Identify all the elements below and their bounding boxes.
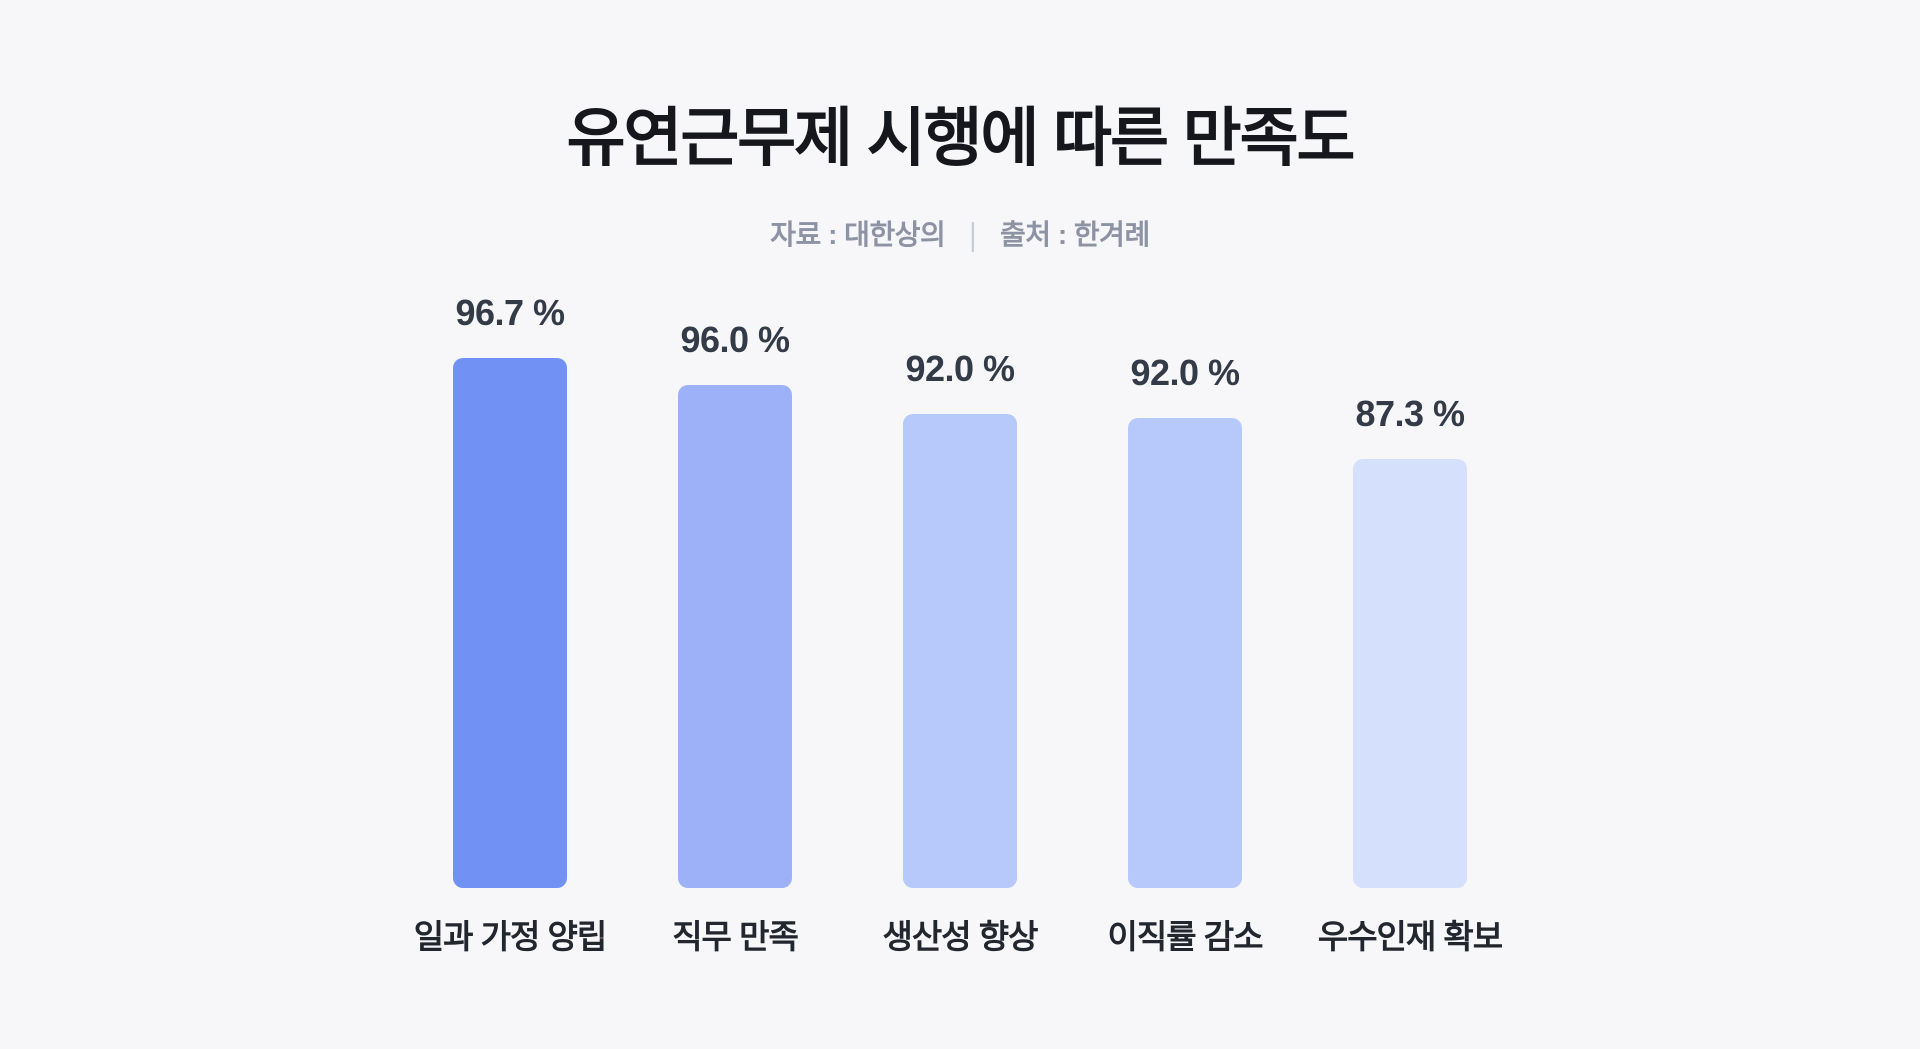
bar-job-satisfaction: [678, 385, 792, 888]
bar-column-productivity: 92.0 % 생산성 향상: [883, 348, 1039, 954]
bar-value-label: 96.7 %: [455, 292, 565, 333]
bar-category-label: 생산성 향상: [882, 918, 1039, 955]
bar-value-label: 92.0 %: [1130, 352, 1240, 393]
bar-column-turnover: 92.0 % 이직률 감소: [1108, 352, 1264, 954]
bar-category-label: 이직률 감소: [1107, 918, 1264, 955]
source-line: 자료 : 대한상의 | 출처 : 한겨례: [0, 216, 1920, 253]
bar-value-label: 92.0 %: [905, 348, 1015, 389]
bar-category-label: 우수인재 확보: [1317, 918, 1503, 955]
bar-category-label: 직무 만족: [672, 918, 799, 955]
bar-value-label: 87.3 %: [1355, 393, 1465, 434]
bar-productivity: [903, 414, 1017, 888]
bar-talent: [1353, 459, 1467, 888]
source-publisher-label: 출처 : 한겨례: [1000, 219, 1150, 250]
bar-column-work-family: 96.7 % 일과 가정 양립: [414, 292, 607, 954]
bar-turnover: [1128, 418, 1242, 888]
source-separator: |: [969, 216, 977, 253]
chart-title: 유연근무제 시행에 따른 만족도: [566, 102, 1356, 174]
bar-column-job-satisfaction: 96.0 % 직무 만족: [672, 319, 799, 954]
bar-value-label: 96.0 %: [680, 319, 790, 360]
bar-category-label: 일과 가정 양립: [413, 918, 607, 955]
bar-chart: 96.7 % 일과 가정 양립 96.0 % 직무 만족 92.0 % 생산성 …: [0, 292, 1920, 954]
bar-column-talent: 87.3 % 우수인재 확보: [1318, 393, 1503, 954]
source-data-label: 자료 : 대한상의: [770, 219, 946, 250]
bar-work-family: [453, 358, 567, 888]
